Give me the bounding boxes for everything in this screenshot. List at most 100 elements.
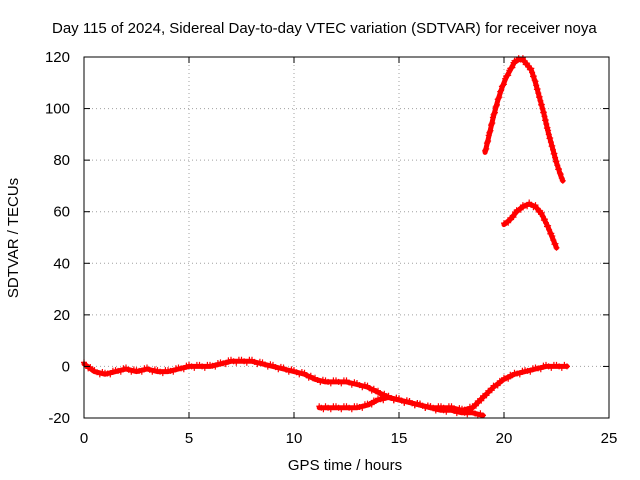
data-point: [473, 402, 479, 409]
data-point: [483, 145, 490, 152]
data-point: [509, 64, 516, 71]
data-point: [534, 205, 541, 212]
x-tick-label: 0: [80, 430, 88, 447]
data-point: [494, 101, 500, 108]
data-point: [524, 367, 531, 374]
data-point: [535, 90, 542, 97]
x-tick-label: 15: [391, 430, 408, 447]
axes: 0 5 10 15 20 25 -20 0 20 40 60 80 100 120: [45, 49, 617, 447]
y-tick-label: 60: [53, 204, 70, 221]
data-point: [551, 150, 558, 157]
data-point: [501, 81, 507, 88]
data-point: [359, 404, 366, 411]
data-point: [115, 367, 122, 374]
data-point: [527, 368, 534, 375]
y-tick-label: 20: [53, 307, 70, 324]
y-tick-label: 120: [45, 49, 70, 66]
data-point: [529, 69, 536, 76]
data-point: [532, 78, 539, 85]
data-point: [514, 370, 521, 377]
series-lower-branch: [316, 392, 486, 419]
data-point: [537, 97, 544, 104]
data-point: [170, 368, 177, 375]
x-axis-label: GPS time / hours: [288, 457, 402, 474]
series-band: [482, 57, 566, 184]
data-point: [377, 396, 384, 403]
data-point: [496, 94, 503, 101]
y-tick-label: 80: [53, 152, 70, 169]
data-point: [554, 162, 561, 169]
data-point: [180, 366, 187, 373]
data-point: [531, 77, 538, 84]
data-point: [524, 60, 531, 67]
grid: [84, 57, 609, 418]
data-point: [498, 87, 505, 94]
data-point: [545, 127, 552, 134]
data-point: [483, 392, 490, 399]
data-point: [380, 397, 387, 404]
data-point: [505, 219, 512, 226]
data-point: [494, 382, 501, 389]
data-point: [547, 135, 554, 141]
data-point: [546, 226, 553, 233]
data-point: [544, 223, 550, 230]
data-point: [104, 370, 111, 377]
data-point: [519, 55, 526, 62]
data-point: [533, 82, 540, 89]
data-point: [535, 365, 542, 372]
y-axis-label: SDTVAR / TECUs: [5, 178, 22, 298]
data-point: [543, 121, 550, 127]
data-point: [488, 387, 495, 394]
data-point: [549, 142, 556, 149]
data-point: [528, 65, 535, 72]
data-point: [167, 367, 174, 374]
data-point: [557, 171, 564, 178]
x-tick-label: 25: [601, 430, 618, 447]
data-point: [532, 202, 539, 209]
chart-title: Day 115 of 2024, Sidereal Day-to-day VTE…: [52, 20, 597, 37]
data-point: [549, 233, 556, 239]
data-point: [538, 101, 545, 108]
data-point: [510, 214, 517, 221]
data-point: [487, 127, 494, 134]
data-point: [493, 103, 500, 109]
data-point: [556, 170, 563, 176]
data-point: [536, 93, 543, 100]
data-point: [537, 366, 544, 373]
data-point: [485, 138, 492, 144]
data-point: [548, 364, 555, 371]
y-tick-label: 0: [62, 358, 70, 375]
data-point: [212, 363, 219, 370]
data-point: [220, 360, 227, 367]
data-point: [516, 371, 523, 378]
data-point: [550, 146, 556, 153]
series-upper-arc: [482, 55, 566, 184]
data-point: [497, 88, 504, 95]
data-point: [178, 365, 185, 372]
data-point: [542, 216, 548, 223]
data-point: [550, 237, 557, 244]
data-point: [222, 361, 229, 368]
data-point: [558, 364, 565, 371]
data-point: [517, 206, 524, 213]
data-point: [545, 131, 552, 138]
plot-frame: [83, 56, 610, 419]
y-tick-label: 40: [53, 255, 70, 272]
data-point: [530, 73, 537, 80]
y-tick-label: 100: [45, 101, 70, 118]
data-point: [368, 401, 375, 408]
data-point: [209, 362, 216, 369]
data-point: [556, 166, 562, 172]
data-point: [545, 222, 552, 229]
data-point: [499, 82, 506, 89]
data-point: [552, 240, 559, 247]
data-point: [107, 371, 114, 378]
data-point: [552, 154, 559, 161]
data-point: [117, 368, 124, 375]
data-point: [498, 377, 505, 384]
data-point: [539, 105, 546, 112]
data-point: [553, 244, 560, 251]
data-point: [478, 397, 485, 404]
data-point: [524, 203, 531, 210]
